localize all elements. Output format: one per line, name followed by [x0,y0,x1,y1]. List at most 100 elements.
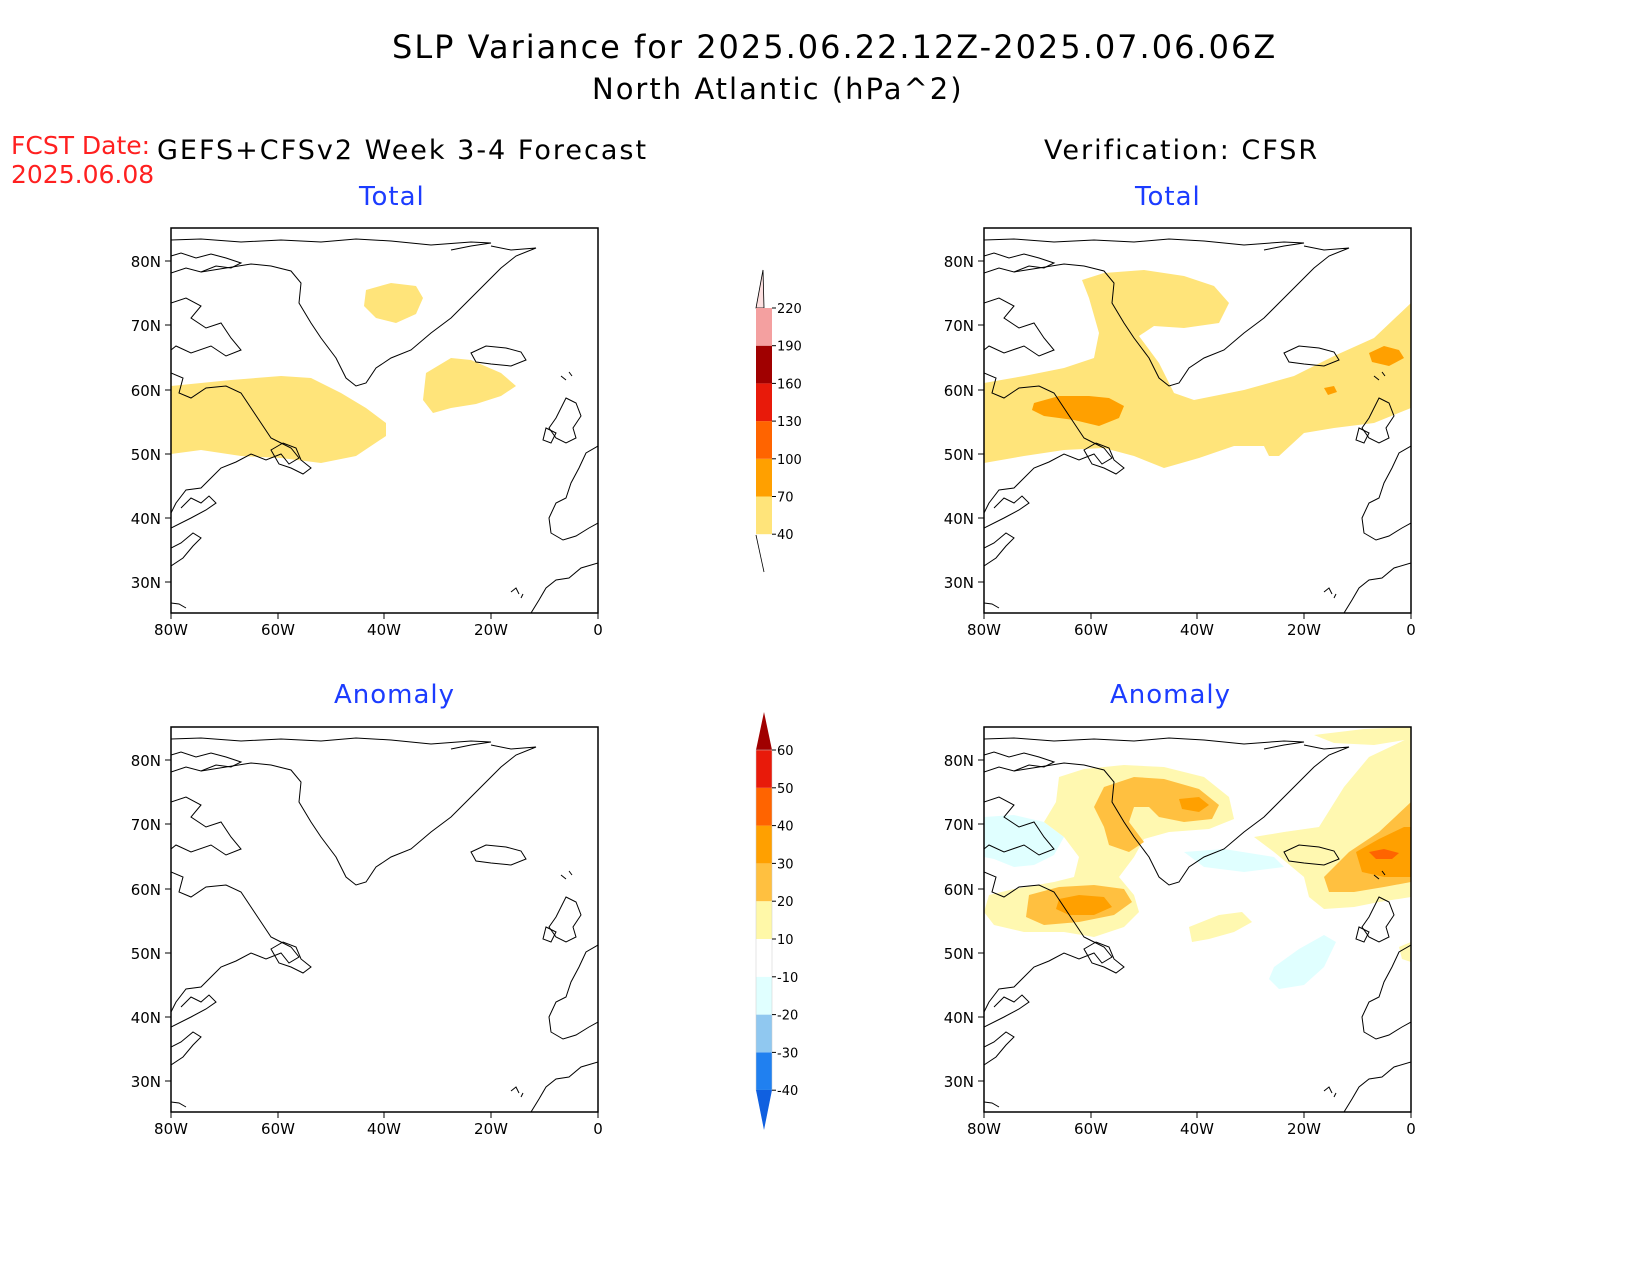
map-panel-fcst-total [164,227,599,620]
lat-tick-label: 60N [131,382,161,400]
colorbar-anomaly-box [756,976,772,1015]
colorbar-anomaly-label: 10 [777,933,794,948]
lat-tick-label: 30N [944,1073,974,1091]
panel-title-fcst-total: Total [359,182,425,212]
verification-header: Verification: CFSR [1044,135,1320,166]
colorbar-anomaly: -40 -30 -20 -10 10 20 30 40 50 60 [755,712,798,1130]
colorbar-anomaly-box [756,1014,772,1053]
lat-tick-label: 80N [944,253,974,271]
lat-tick-label: 50N [944,945,974,963]
lon-tick-label: 80W [967,621,1001,639]
lon-tick-label: 80W [154,621,188,639]
colorbar-anomaly-tip-top [756,712,772,750]
contour-verif-total-70c [1324,386,1337,395]
colorbar-total-box [756,345,772,384]
contour-verif-anom-20 [1094,777,1219,852]
lat-tick-label: 80N [131,752,161,770]
colorbar-anomaly-label: 20 [777,895,794,910]
colorbar-anomaly-label: 60 [777,744,794,759]
colorbar-anomaly-label: 50 [777,782,794,797]
lat-tick-label: 40N [944,510,974,528]
colorbar-total-box [756,308,772,346]
colorbar-anomaly-box [756,901,772,939]
lon-tick-label: 0 [1406,621,1416,639]
forecast-header: GEFS+CFSv2 Week 3-4 Forecast [157,135,649,166]
lat-tick-label: 70N [944,816,974,834]
figure-subtitle: North Atlantic (hPa^2) [592,72,964,106]
lon-tick-label: 40W [1180,621,1214,639]
colorbar-total-box [756,421,772,459]
lat-tick-label: 30N [131,574,161,592]
lon-tick-label: 0 [1406,1120,1416,1138]
contour-verif-total-70 [1032,396,1124,426]
contour-verif-anom-10e [1399,942,1411,962]
colorbar-anomaly-box [756,787,772,826]
contour-verif-total-70b [1369,346,1404,366]
colorbar-total-tip-top [755,269,765,309]
colorbar-anomaly-label: 30 [777,857,794,872]
contour-verif-anom-30b [1179,797,1209,812]
figure-title: SLP Variance for 2025.06.22.12Z-2025.07.… [392,28,1278,66]
colorbar-total-box [756,383,772,422]
contour-fcst-total-40b [364,283,423,323]
colorbar-total-label: 40 [777,528,794,543]
contour-verif-anom-neg10c [1269,935,1336,989]
lat-tick-label: 40N [131,510,161,528]
lon-tick-label: 60W [261,621,295,639]
lon-tick-label: 40W [367,1120,401,1138]
lon-tick-label: 20W [1287,621,1321,639]
panel-title-verif-total: Total [1135,182,1201,212]
lat-tick-label: 70N [131,816,161,834]
map-panel-fcst-anomaly [164,726,599,1119]
contour-verif-anom-10b [1189,912,1252,942]
fcst-date-value: 2025.06.08 [11,160,155,189]
lon-tick-label: 0 [593,621,603,639]
lat-tick-label: 80N [131,253,161,271]
lon-tick-label: 80W [154,1120,188,1138]
colorbar-total: 40 70 100 130 160 190 220 [755,269,802,573]
contour-fcst-total-40 [171,376,386,463]
contour-verif-anom-40 [1369,849,1399,859]
contour-verif-anom-neg10 [984,815,1064,867]
colorbar-anomaly-label: -10 [777,971,798,986]
colorbar-anomaly-label: -30 [777,1046,798,1061]
lat-tick-label: 60N [131,881,161,899]
lon-tick-label: 80W [967,1120,1001,1138]
colorbar-total-label: 70 [777,491,794,506]
colorbar-anomaly-box [756,750,772,788]
map-panel-verif-total [977,227,1412,620]
contour-verif-total-40 [984,270,1411,468]
colorbar-total-tip-bottom [755,534,765,573]
lat-tick-label: 40N [131,1009,161,1027]
contour-verif-anom-10d [1314,727,1411,745]
panel-title-fcst-anomaly: Anomaly [334,680,456,710]
colorbar-total-box [756,458,772,497]
lat-tick-label: 40N [944,1009,974,1027]
axis-labels: 80N 70N 60N 50N 40N 30N 80W 60W 40W 20W 0 80N 70N 60N… [131,253,1416,1138]
colorbar-anomaly-label: -20 [777,1009,798,1024]
lat-tick-label: 80N [944,752,974,770]
colorbar-anomaly-tip-bottom [756,1090,772,1130]
colorbar-anomaly-box [756,1052,772,1091]
colorbar-total-label: 190 [777,340,802,355]
lat-tick-label: 50N [944,446,974,464]
lon-tick-label: 60W [1074,1120,1108,1138]
colorbar-total-label: 100 [777,453,802,468]
colorbar-anomaly-box [756,863,772,902]
lat-tick-label: 50N [131,446,161,464]
contour-verif-anom-30 [1056,895,1112,915]
fcst-date-label: FCST Date: [11,131,151,160]
lon-tick-label: 40W [367,621,401,639]
lon-tick-label: 20W [474,621,508,639]
lat-tick-label: 60N [944,382,974,400]
lat-tick-label: 70N [131,317,161,335]
colorbar-total-box [756,496,772,535]
colorbar-total-label: 160 [777,377,802,392]
colorbar-anomaly-box [756,825,772,864]
map-panel-verif-anomaly [977,726,1412,1119]
lat-tick-label: 70N [944,317,974,335]
lat-tick-label: 30N [131,1073,161,1091]
lon-tick-label: 40W [1180,1120,1214,1138]
colorbar-total-label: 130 [777,415,802,430]
